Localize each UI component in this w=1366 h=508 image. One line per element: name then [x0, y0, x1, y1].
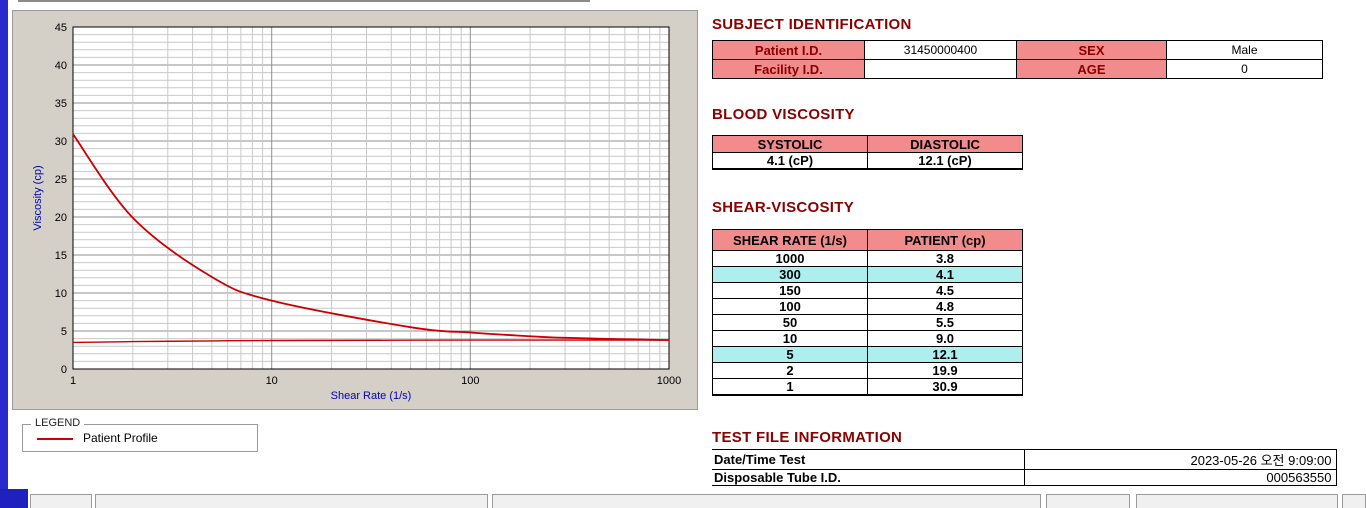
patient-cp-cell: 5.5	[867, 314, 1023, 331]
legend-series-label: Patient Profile	[83, 431, 158, 445]
bottom-cropped-panel	[1136, 494, 1338, 508]
patient-cp-cell: 9.0	[867, 330, 1023, 347]
date-time-test-label: Date/Time Test	[712, 449, 1025, 470]
viscosity-chart-panel: 0 5 10 15 20 25 30 35 40 45 1 10 100 1000 Shear Rate (…	[12, 10, 698, 410]
table-row: Patient I.D. 31450000400 SEX Male	[712, 40, 1323, 60]
bottom-cropped-panel	[492, 494, 1041, 508]
systolic-value: 4.1 (cP)	[712, 152, 868, 170]
age-value: 0	[1166, 59, 1323, 79]
shear-viscosity-row: 10 9.0	[712, 330, 1023, 347]
sex-value: Male	[1166, 40, 1323, 60]
shear-viscosity-table: SHEAR RATE (1/s) PATIENT (cp) 1000 3.8 300…	[712, 229, 1023, 396]
svg-text:45: 45	[55, 22, 67, 34]
shear-viscosity-row: 300 4.1	[712, 266, 1023, 283]
svg-text:0: 0	[61, 364, 67, 376]
disposable-tube-id-label: Disposable Tube I.D.	[712, 469, 1025, 486]
shear-rate-cell: 2	[712, 362, 868, 379]
patient-cp-cell: 4.1	[867, 266, 1023, 283]
shear-viscosity-row: 1 30.9	[712, 378, 1023, 396]
bottom-cropped-panel	[1342, 494, 1366, 508]
table-row: Facility I.D. AGE 0	[712, 59, 1323, 79]
shear-rate-cell: 1000	[712, 250, 868, 267]
svg-text:10: 10	[55, 288, 67, 300]
disposable-tube-id-value: 000563550	[1024, 469, 1337, 486]
date-time-test-value: 2023-05-26 오전 9:09:00	[1024, 449, 1337, 470]
svg-text:15: 15	[55, 250, 67, 262]
shear-rate-cell: 10	[712, 330, 868, 347]
shear-viscosity-row: 5 12.1	[712, 346, 1023, 363]
shear-rate-cell: 5	[712, 346, 868, 363]
svg-text:Viscosity (cp): Viscosity (cp)	[32, 165, 44, 230]
patient-cp-cell: 19.9	[867, 362, 1023, 379]
top-edge-line	[18, 0, 590, 2]
test-file-information-table: Date/Time Test 2023-05-26 오전 9:09:00 Dis…	[712, 449, 1337, 486]
viscosity-chart: 0 5 10 15 20 25 30 35 40 45 1 10 100 1000 Shear Rate (…	[32, 22, 681, 402]
patient-cp-cell: 3.8	[867, 250, 1023, 267]
facility-id-label: Facility I.D.	[712, 59, 865, 79]
facility-id-value	[864, 59, 1017, 79]
subject-identification-table: Patient I.D. 31450000400 SEX Male Facili…	[712, 40, 1323, 79]
bottom-cropped-panel	[95, 494, 488, 508]
diastolic-header: DIASTOLIC	[867, 135, 1023, 153]
table-row: Disposable Tube I.D. 000563550	[712, 469, 1337, 486]
svg-text:5: 5	[61, 326, 67, 338]
shear-viscosity-row: 100 4.8	[712, 298, 1023, 315]
table-row: SYSTOLIC DIASTOLIC	[712, 135, 1023, 153]
shear-rate-cell: 50	[712, 314, 868, 331]
shear-rate-cell: 100	[712, 298, 868, 315]
patient-cp-cell: 12.1	[867, 346, 1023, 363]
svg-text:25: 25	[55, 174, 67, 186]
bottom-cropped-panel	[1046, 494, 1130, 508]
shear-viscosity-heading: SHEAR-VISCOSITY	[712, 199, 855, 216]
shear-viscosity-row: 150 4.5	[712, 282, 1023, 299]
svg-text:20: 20	[55, 212, 67, 224]
blood-viscosity-table: SYSTOLIC DIASTOLIC 4.1 (cP) 12.1 (cP)	[712, 135, 1023, 170]
shear-rate-cell: 1	[712, 378, 868, 396]
patient-id-value: 31450000400	[864, 40, 1017, 60]
shear-rate-header: SHEAR RATE (1/s)	[712, 229, 868, 251]
svg-text:40: 40	[55, 60, 67, 72]
legend-title: LEGEND	[31, 417, 85, 429]
patient-profile-line-swatch	[37, 438, 73, 440]
taskbar-icon[interactable]	[0, 489, 28, 508]
svg-text:35: 35	[55, 98, 67, 110]
shear-rate-cell: 300	[712, 266, 868, 283]
test-file-information-heading: TEST FILE INFORMATION	[712, 429, 903, 446]
table-row: SHEAR RATE (1/s) PATIENT (cp)	[712, 229, 1023, 251]
patient-cp-header: PATIENT (cp)	[867, 229, 1023, 251]
svg-text:1: 1	[70, 375, 76, 387]
svg-text:1000: 1000	[657, 375, 681, 387]
svg-text:10: 10	[266, 375, 278, 387]
diastolic-value: 12.1 (cP)	[867, 152, 1023, 170]
shear-viscosity-row: 1000 3.8	[712, 250, 1023, 267]
table-row: Date/Time Test 2023-05-26 오전 9:09:00	[712, 449, 1337, 470]
bottom-cropped-panel	[30, 494, 92, 508]
svg-text:Shear Rate (1/s): Shear Rate (1/s)	[331, 390, 412, 402]
table-row: 4.1 (cP) 12.1 (cP)	[712, 152, 1023, 170]
patient-cp-cell: 4.8	[867, 298, 1023, 315]
shear-viscosity-body: 1000 3.8 300 4.1 150 4.5 100 4.8 50 5.5 10 9.0 5 12.1…	[712, 250, 1023, 396]
patient-cp-cell: 4.5	[867, 282, 1023, 299]
svg-text:30: 30	[55, 136, 67, 148]
chart-legend: LEGEND Patient Profile	[22, 417, 258, 452]
shear-viscosity-row: 2 19.9	[712, 362, 1023, 379]
subject-identification-heading: SUBJECT IDENTIFICATION	[712, 16, 912, 33]
left-edge-strip	[0, 0, 8, 508]
blood-viscosity-heading: BLOOD VISCOSITY	[712, 106, 855, 123]
svg-text:100: 100	[461, 375, 479, 387]
systolic-header: SYSTOLIC	[712, 135, 868, 153]
patient-cp-cell: 30.9	[867, 378, 1023, 396]
shear-viscosity-row: 50 5.5	[712, 314, 1023, 331]
age-label: AGE	[1016, 59, 1167, 79]
sex-label: SEX	[1016, 40, 1167, 60]
patient-id-label: Patient I.D.	[712, 40, 865, 60]
shear-rate-cell: 150	[712, 282, 868, 299]
